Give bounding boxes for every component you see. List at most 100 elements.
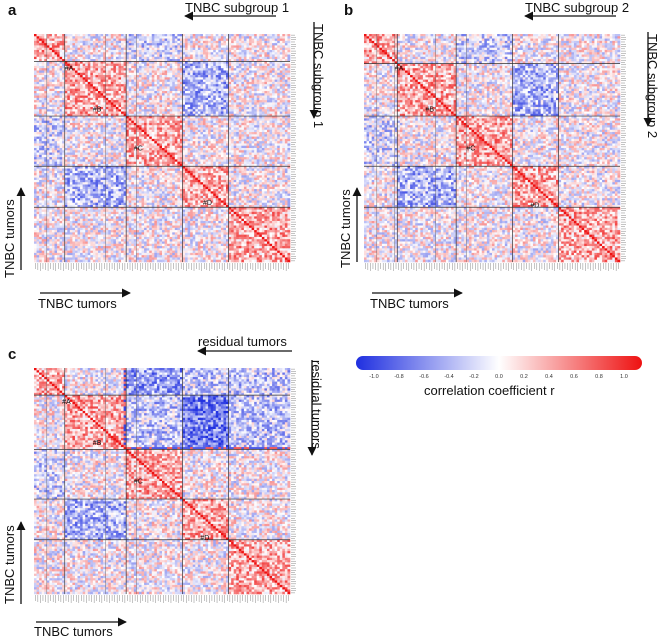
heat-cell — [156, 113, 160, 117]
heat-cell — [123, 77, 127, 80]
heat-cell — [57, 54, 60, 58]
heat-cell — [205, 72, 209, 76]
heat-cell — [128, 120, 132, 124]
heat-cell — [44, 145, 48, 149]
heat-cell — [141, 113, 145, 117]
heat-cell — [34, 104, 37, 108]
heat-cell — [103, 56, 106, 60]
heat-cell — [202, 95, 206, 99]
heat-cell — [231, 36, 234, 39]
heat-cell — [282, 45, 286, 48]
heat-cell — [118, 75, 122, 78]
heat-cell — [246, 106, 250, 110]
heat-cell — [87, 52, 91, 55]
heat-cell — [159, 47, 163, 51]
heat-cell — [108, 127, 112, 131]
heat-cell — [82, 120, 86, 124]
heat-cell — [195, 145, 199, 149]
heat-cell — [182, 111, 186, 115]
heat-cell — [259, 111, 263, 115]
heat-cell — [121, 122, 124, 126]
heat-cell — [200, 61, 204, 64]
heat-cell — [236, 116, 240, 119]
heat-cell — [113, 65, 117, 69]
heat-cell — [264, 88, 268, 92]
heat-cell — [98, 129, 101, 133]
heat-cell — [208, 63, 211, 67]
heat-cell — [54, 75, 58, 78]
heat-cell — [110, 72, 114, 76]
heat-cell — [218, 38, 222, 42]
heat-cell — [41, 40, 45, 44]
heat-cell — [123, 91, 127, 94]
heat-cell — [274, 54, 278, 58]
heat-cell — [105, 47, 109, 51]
heat-cell — [177, 79, 181, 83]
heat-cell — [95, 54, 99, 58]
heat-cell — [277, 79, 281, 83]
heat-cell — [103, 63, 106, 67]
heat-cell — [241, 132, 245, 135]
heat-cell — [77, 81, 81, 85]
heat-cell — [274, 125, 278, 128]
heat-cell — [100, 95, 104, 99]
heat-cell — [151, 65, 155, 69]
heat-cell — [77, 104, 81, 108]
heat-cell — [256, 79, 260, 83]
heat-cell — [138, 45, 142, 48]
heat-cell — [190, 111, 194, 115]
heat-cell — [154, 84, 158, 87]
heat-cell — [185, 47, 188, 51]
heat-cell — [200, 118, 204, 121]
heat-cell — [77, 138, 81, 142]
heat-cell — [218, 132, 222, 135]
heat-cell — [172, 125, 176, 128]
heat-cell — [108, 113, 112, 117]
heat-cell — [236, 141, 240, 144]
heat-cell — [277, 40, 281, 44]
heat-cell — [233, 38, 237, 42]
heat-cell — [192, 145, 196, 149]
heat-cell — [231, 79, 234, 83]
heat-cell — [172, 143, 176, 147]
heat-cell — [113, 95, 117, 99]
heat-cell — [287, 72, 291, 76]
heat-cell — [272, 113, 275, 117]
heat-cell — [287, 143, 291, 147]
heat-cell — [87, 97, 91, 101]
heat-cell — [64, 84, 68, 87]
heat-cell — [136, 125, 140, 128]
heat-cell — [215, 88, 219, 92]
heat-cell — [62, 136, 66, 140]
heat-cell — [246, 34, 250, 37]
heat-cell — [146, 59, 150, 62]
heat-cell — [185, 129, 188, 133]
heat-cell — [154, 132, 158, 135]
heat-cell — [179, 136, 183, 140]
heat-cell — [69, 97, 73, 101]
heat-cell — [156, 43, 160, 46]
heat-cell — [87, 49, 91, 53]
heat-cell — [264, 34, 268, 37]
heat-cell — [279, 127, 283, 131]
heat-cell — [254, 59, 258, 62]
heat-cell — [100, 122, 104, 126]
heat-cell — [169, 116, 173, 119]
heat-cell — [200, 56, 204, 60]
heat-cell — [118, 63, 122, 67]
heat-cell — [197, 52, 201, 55]
heat-cell — [154, 54, 158, 58]
heat-cell — [192, 102, 196, 105]
heat-cell — [54, 52, 58, 55]
heat-cell — [110, 93, 114, 96]
heat-cell — [220, 109, 224, 112]
heat-cell — [69, 111, 73, 115]
heat-cell — [51, 102, 55, 105]
heat-cell — [59, 141, 63, 144]
heat-cell — [202, 102, 206, 105]
heat-cell — [54, 129, 58, 133]
heat-cell — [92, 36, 96, 39]
heat-cell — [213, 143, 217, 147]
heat-cell — [205, 127, 209, 131]
heat-cell — [215, 113, 219, 117]
